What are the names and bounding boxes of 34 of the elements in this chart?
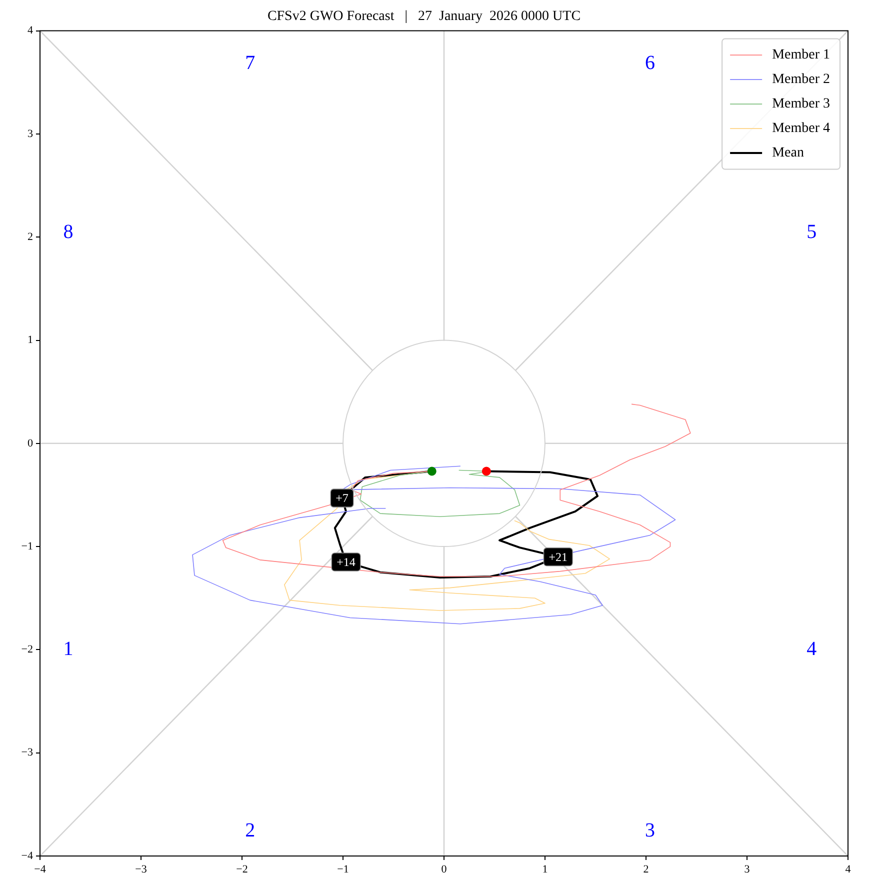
legend-label: Member 1	[772, 48, 830, 63]
legend-label: Mean	[772, 146, 804, 161]
annotation: 6	[645, 52, 656, 74]
annotation: 3	[645, 819, 656, 842]
y-tick-label: −4	[21, 850, 34, 862]
annotation: 2	[245, 819, 256, 842]
point	[482, 466, 491, 476]
x-tick-label: 3	[744, 863, 750, 876]
y-tick-label: 4	[28, 24, 34, 37]
annotation: 7	[245, 52, 256, 74]
x-tick-label: 1	[542, 863, 548, 876]
annotation: +7	[336, 491, 348, 506]
x-tick-label: −1	[337, 863, 349, 876]
annotation: 4	[806, 638, 817, 660]
legend-label: Member 4	[772, 121, 830, 136]
point	[427, 466, 436, 476]
x-tick-label: 4	[845, 863, 852, 876]
legend-label: Member 2	[772, 72, 830, 88]
y-tick-label: 1	[28, 334, 33, 346]
y-tick-label: 3	[28, 128, 34, 140]
x-tick-label: −2	[236, 863, 248, 876]
x-tick-label: −3	[135, 863, 148, 876]
y-tick-label: −1	[21, 540, 33, 552]
annotation: 5	[806, 221, 817, 244]
y-tick-label: 0	[28, 437, 34, 450]
annotation: 8	[63, 221, 74, 244]
x-tick-label: 2	[643, 863, 649, 876]
annotation: 1	[63, 638, 74, 660]
y-tick-label: −2	[21, 644, 33, 656]
x-tick-label: 0	[441, 863, 448, 876]
chart-title: CFSv2 GWO Forecast | 27 January 2026 0000 UTC	[267, 9, 581, 24]
y-tick-label: −3	[21, 746, 34, 759]
y-tick-label: 2	[28, 230, 33, 243]
legend-label: Member 3	[772, 96, 830, 112]
